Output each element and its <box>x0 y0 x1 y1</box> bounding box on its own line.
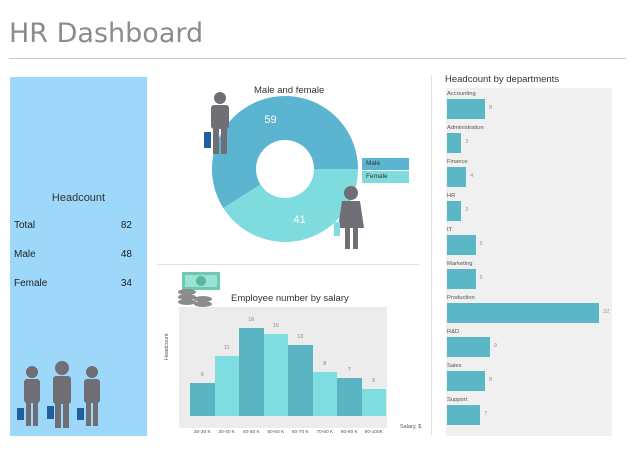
department-label: Marketing <box>447 261 473 267</box>
headcount-label: Female <box>14 278 48 289</box>
salary-chart-title: Employee number by salary <box>231 293 349 304</box>
salary-y-axis-label: Headcount <box>164 333 170 360</box>
department-bar-value: 6 <box>479 241 483 247</box>
department-bar-value: 9 <box>493 343 497 349</box>
department-bar <box>447 167 466 187</box>
woman-icon <box>334 186 364 249</box>
salary-bar <box>263 333 288 416</box>
department-label: IT <box>447 227 453 233</box>
department-bar-value: 3 <box>465 139 469 145</box>
headcount-value: 48 <box>120 249 132 260</box>
section-divider-vertical <box>431 75 432 435</box>
department-label: Support <box>447 397 468 403</box>
salary-x-axis-label: Salary, $ <box>400 424 422 430</box>
headcount-value: 34 <box>120 278 132 289</box>
salary-tick-label: 80-90 K <box>340 430 358 435</box>
salary-bar-value: 6 <box>200 372 204 378</box>
salary-bar <box>361 388 386 416</box>
department-bar-value: 3 <box>465 207 469 213</box>
department-bar-value: 32 <box>603 309 610 315</box>
section-divider-horizontal <box>157 264 420 265</box>
department-label: Sales <box>447 363 462 369</box>
headcount-label: Total <box>14 220 36 231</box>
department-bar-value: 7 <box>484 411 488 417</box>
salary-bar-value: 8 <box>323 361 327 367</box>
salary-tick-label: 90-100K <box>364 430 383 435</box>
salary-tick-label: 70-80 K <box>316 430 334 435</box>
department-bar-value: 8 <box>489 377 493 383</box>
department-bar <box>447 303 599 323</box>
legend-male: Male <box>362 158 409 170</box>
salary-bar-value: 11 <box>223 344 230 351</box>
salary-bar-value: 15 <box>272 322 279 329</box>
donut-slice-female <box>223 169 358 242</box>
headcount-row-male: Male 48 <box>14 249 132 260</box>
title-divider <box>9 58 626 59</box>
headcount-row-female: Female 34 <box>14 278 132 289</box>
donut-value-label: 59 <box>264 114 276 126</box>
salary-bar <box>214 355 239 416</box>
departments-title: Headcount by departments <box>445 74 560 85</box>
department-bar <box>447 337 490 357</box>
department-label: HR <box>447 193 456 199</box>
donut-value-label: 41 <box>293 214 305 226</box>
salary-tick-label: 60-70 K <box>291 430 309 435</box>
headcount-row-total: Total 82 <box>14 220 132 231</box>
department-label: Production <box>447 295 475 301</box>
donut-slice-male <box>211 95 358 209</box>
salary-bar-value: 7 <box>347 366 351 373</box>
department-bar <box>447 235 476 255</box>
department-label: R&D <box>447 329 460 335</box>
salary-bar <box>190 383 215 416</box>
salary-tick-label: 50-60 K <box>267 430 285 435</box>
man-icon <box>204 92 229 154</box>
department-bar-value: 8 <box>489 105 493 111</box>
department-bar <box>447 371 485 391</box>
department-bar <box>447 201 462 221</box>
salary-bar-value: 13 <box>297 333 304 340</box>
department-label: Finance <box>447 159 468 165</box>
money-icon <box>178 272 220 307</box>
donut-title: Male and female <box>254 85 325 96</box>
team-icon <box>17 361 100 428</box>
legend-female: Female <box>362 171 409 183</box>
salary-bar-value: 5 <box>372 377 376 384</box>
dashboard-title: HR Dashboard <box>9 18 204 49</box>
department-bar-value: 4 <box>470 173 474 179</box>
gender-donut-chart: 59 41 <box>211 95 358 242</box>
department-bar-value: 6 <box>479 275 483 281</box>
headcount-value: 82 <box>120 220 132 231</box>
salary-bar <box>337 377 362 416</box>
salary-bar <box>288 344 313 416</box>
salary-tick-label: 30-40 K <box>218 430 236 435</box>
headcount-label: Male <box>14 249 36 260</box>
salary-tick-label: 40-50 K <box>242 430 260 435</box>
salary-bar-value: 16 <box>248 317 255 323</box>
salary-bar <box>312 372 337 416</box>
department-bar <box>447 269 476 289</box>
salary-tick-label: 20-30 K <box>193 430 211 435</box>
department-bar <box>447 133 462 153</box>
department-label: Administration <box>447 125 484 131</box>
headcount-title: Headcount <box>51 192 106 204</box>
department-label: Accounting <box>447 91 476 97</box>
department-bar <box>447 405 481 425</box>
department-bar <box>447 99 485 119</box>
salary-bar <box>239 328 264 416</box>
